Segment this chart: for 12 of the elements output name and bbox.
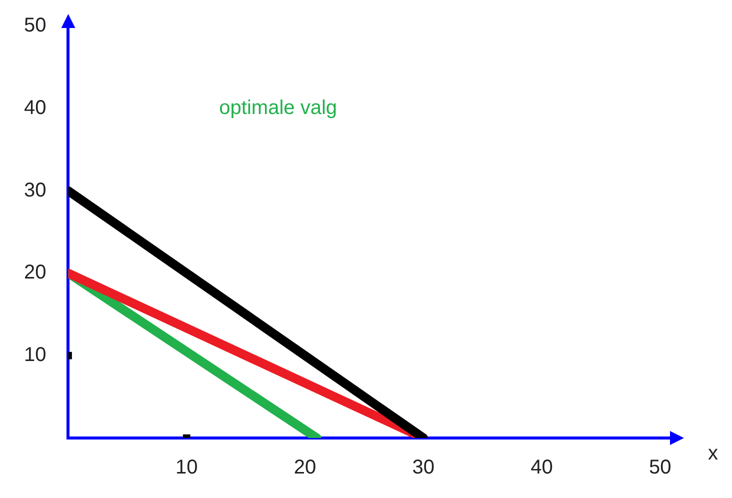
- y-tick-label: 50: [24, 14, 46, 37]
- x-axis-title: x: [708, 442, 718, 465]
- y-tick-label: 30: [24, 179, 46, 202]
- x-tick-label: 40: [530, 456, 553, 479]
- annotation: optimale valg: [219, 96, 338, 119]
- x-tick-label: 30: [412, 456, 435, 479]
- y-tick-label: 20: [24, 262, 46, 284]
- x-tick-label: 20: [294, 456, 316, 479]
- x-tick-label: 10: [176, 456, 198, 479]
- y-tick-label: 10: [24, 344, 46, 366]
- y-tick-label: 40: [24, 96, 46, 119]
- x-tick-label: 50: [649, 456, 672, 479]
